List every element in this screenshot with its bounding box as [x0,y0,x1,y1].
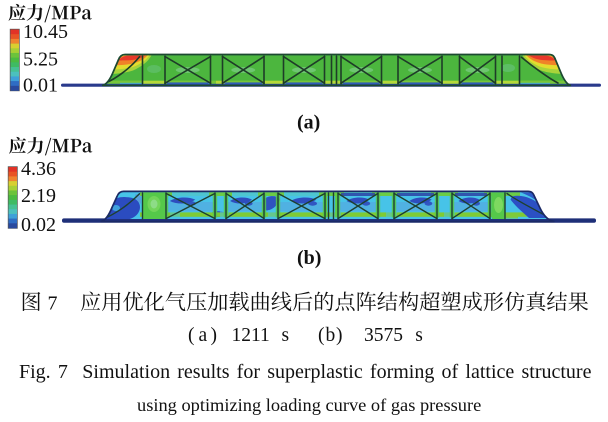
svg-text:0.01: 0.01 [23,75,58,97]
svg-text:Fig. 7 Simulation results for: Fig. 7 Simulation results for superplast… [19,361,592,383]
svg-text:(a): (a) [297,111,320,133]
svg-text:a: a [199,325,208,346]
svg-text:): ) [211,325,218,346]
svg-text:): ) [336,325,343,346]
svg-text:(b): (b) [297,247,321,269]
svg-text:0.02: 0.02 [21,214,56,236]
svg-text:s: s [282,325,290,346]
svg-text:1211: 1211 [232,325,270,346]
svg-text:2.19: 2.19 [21,185,56,207]
svg-text:using optimizing loading curve: using optimizing loading curve of gas pr… [137,395,481,415]
svg-text:10.45: 10.45 [23,21,68,43]
svg-text:s: s [415,325,423,346]
svg-text:b: b [326,325,336,346]
svg-text:5.25: 5.25 [23,48,58,70]
svg-text:4.36: 4.36 [21,158,56,180]
svg-text:7: 7 [48,292,58,314]
svg-text:(: ( [188,325,195,346]
svg-text:3575: 3575 [364,325,403,346]
svg-text:(: ( [318,325,325,346]
